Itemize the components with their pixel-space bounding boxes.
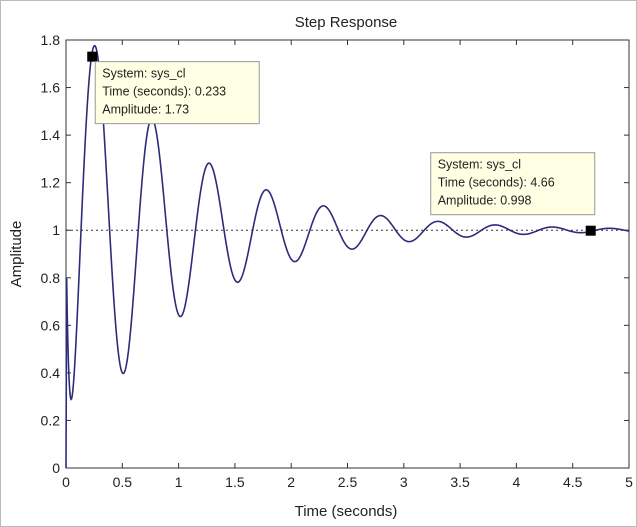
datatip-marker-peak[interactable] (87, 51, 98, 62)
x-tick-label: 4.5 (563, 474, 583, 490)
x-tick-label: 4 (513, 474, 521, 490)
x-tick-label: 2.5 (338, 474, 358, 490)
x-tick-label: 3 (400, 474, 408, 490)
x-tick-label: 5 (625, 474, 633, 490)
y-tick-label: 0.4 (41, 365, 61, 381)
y-tick-label: 1.4 (41, 127, 61, 143)
series-line-sys_cl (65, 44, 630, 469)
series-layer (65, 44, 630, 469)
x-tick-label: 2 (287, 474, 295, 490)
y-tick-label: 1 (52, 222, 60, 238)
y-tick-label: 1.2 (41, 175, 61, 191)
x-axis-label: Time (seconds) (295, 503, 398, 520)
y-tick-label: 0 (52, 460, 60, 476)
y-tick-label: 0.2 (41, 412, 61, 428)
x-tick-label: 1.5 (225, 474, 245, 490)
datatip-line: Amplitude: 1.73 (102, 103, 189, 117)
chart-title: Step Response (295, 14, 398, 31)
y-tick-label: 1.8 (41, 32, 61, 48)
datatip-line: System: sys_cl (438, 158, 521, 172)
y-tick-label: 1.6 (41, 80, 61, 96)
x-tick-label: 3.5 (450, 474, 470, 490)
datatip-line: System: sys_cl (102, 67, 185, 81)
y-axis-label: Amplitude (8, 221, 25, 288)
datatip-peak[interactable]: System: sys_cl Time (seconds): 0.233 Ampli… (94, 61, 260, 125)
y-tick-label: 0.6 (41, 317, 61, 333)
datatip-line: Time (seconds): 0.233 (102, 85, 226, 99)
datatip-settling[interactable]: System: sys_cl Time (seconds): 4.66 Amplit… (430, 152, 596, 216)
x-tick-label: 0.5 (113, 474, 133, 490)
datatip-line: Amplitude: 0.998 (438, 194, 532, 208)
datatip-marker-settling[interactable] (585, 225, 596, 236)
x-tick-label: 1 (175, 474, 183, 490)
axis-ticks: 0 0.5 1 1.5 2 2.5 3 3.5 4 4.5 5 0 0.2 0.4 0.6 0.8 1 1.2 1.… (41, 32, 634, 490)
datatip-markers (87, 51, 596, 236)
datatip-box (94, 61, 260, 125)
datatip-boxes: System: sys_cl Time (seconds): 0.233 Ampli… (94, 61, 596, 216)
x-tick-label: 0 (62, 474, 70, 490)
y-tick-label: 0.8 (41, 270, 61, 286)
datatip-line: Time (seconds): 4.66 (438, 176, 555, 190)
datatip-box (430, 152, 596, 216)
